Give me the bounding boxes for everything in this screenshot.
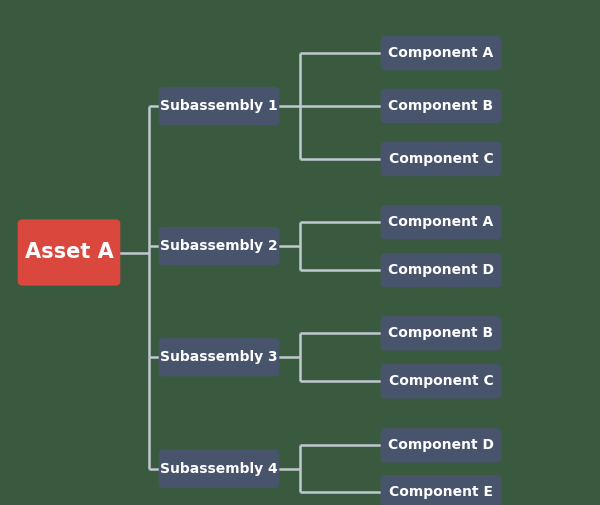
FancyBboxPatch shape <box>158 87 279 125</box>
FancyBboxPatch shape <box>381 36 502 70</box>
Text: Component E: Component E <box>389 485 493 499</box>
Text: Component A: Component A <box>388 46 494 60</box>
Text: Subassembly 2: Subassembly 2 <box>160 239 278 253</box>
Text: Subassembly 4: Subassembly 4 <box>160 462 278 476</box>
FancyBboxPatch shape <box>381 475 502 505</box>
Text: Component C: Component C <box>389 374 493 388</box>
FancyBboxPatch shape <box>18 219 120 286</box>
FancyBboxPatch shape <box>381 89 502 123</box>
Text: Component C: Component C <box>389 152 493 166</box>
Text: Component B: Component B <box>388 99 494 113</box>
FancyBboxPatch shape <box>158 227 279 265</box>
Text: Component D: Component D <box>388 263 494 277</box>
Text: Subassembly 1: Subassembly 1 <box>160 99 278 113</box>
FancyBboxPatch shape <box>158 338 279 377</box>
Text: Subassembly 3: Subassembly 3 <box>160 350 278 364</box>
Text: Component D: Component D <box>388 438 494 452</box>
FancyBboxPatch shape <box>381 205 502 239</box>
FancyBboxPatch shape <box>381 316 502 350</box>
Text: Component A: Component A <box>388 215 494 229</box>
Text: Asset A: Asset A <box>25 242 113 263</box>
FancyBboxPatch shape <box>381 142 502 176</box>
FancyBboxPatch shape <box>381 428 502 463</box>
Text: Component B: Component B <box>388 326 494 340</box>
FancyBboxPatch shape <box>381 364 502 398</box>
FancyBboxPatch shape <box>158 450 279 488</box>
FancyBboxPatch shape <box>381 253 502 287</box>
